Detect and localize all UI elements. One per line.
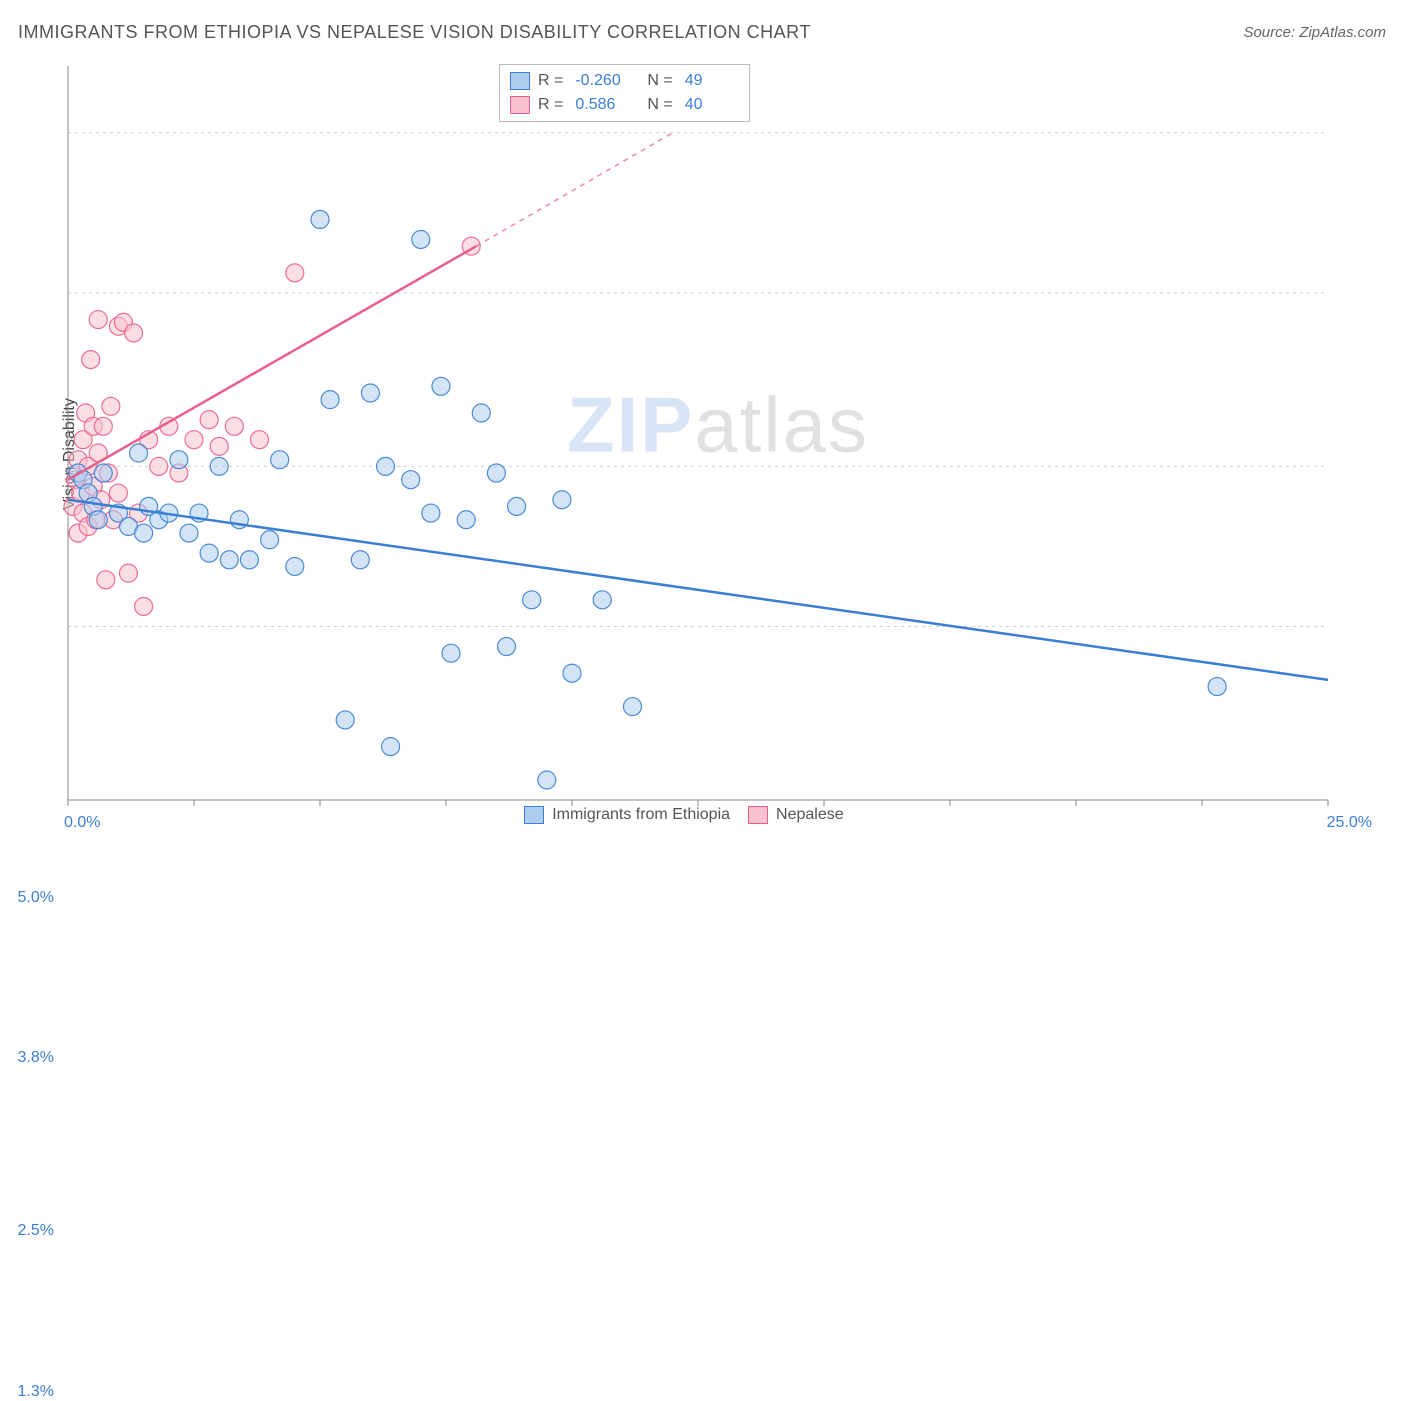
x-axis-max-label: 25.0% [1327,814,1372,832]
r-label: R = [538,93,563,117]
n-label: N = [647,69,672,93]
source-label: Source: ZipAtlas.com [1243,24,1386,41]
r-label: R = [538,69,563,93]
y-tick-label: 5.0% [18,889,54,907]
scatter-plot-svg [58,60,1378,820]
y-tick-label: 3.8% [18,1049,54,1067]
chart-container: Vision Disability ZIPatlas R =-0.260N =4… [18,50,1388,858]
y-tick-label: 2.5% [18,1222,54,1240]
series-legend-label: Immigrants from Ethiopia [552,806,730,824]
legend-row: R = 0.586 N = 40 [510,93,739,117]
legend-swatch [510,72,530,90]
series-legend: Immigrants from Ethiopia Nepalese [524,806,843,824]
legend-row: R = -0.260 N = 49 [510,69,739,93]
series-legend-item: Nepalese [748,806,844,824]
correlation-legend: R = -0.260 N = 49 R = 0.586 N = 40 [499,64,750,122]
x-axis-min-label: 0.0% [64,814,100,832]
chart-title: IMMIGRANTS FROM ETHIOPIA VS NEPALESE VIS… [18,22,811,43]
series-legend-label: Nepalese [776,806,844,824]
legend-swatch [748,806,768,824]
plot-area: ZIPatlas R =-0.260N =49R =0.586N =40 Imm… [58,60,1378,820]
n-label: N = [647,93,672,117]
series-legend-item: Immigrants from Ethiopia [524,806,730,824]
r-value: -0.260 [575,69,629,93]
n-value: 40 [685,93,739,117]
y-tick-label: 1.3% [18,1383,54,1401]
r-value: 0.586 [575,93,629,117]
legend-swatch [510,96,530,114]
n-value: 49 [685,69,739,93]
legend-swatch [524,806,544,824]
